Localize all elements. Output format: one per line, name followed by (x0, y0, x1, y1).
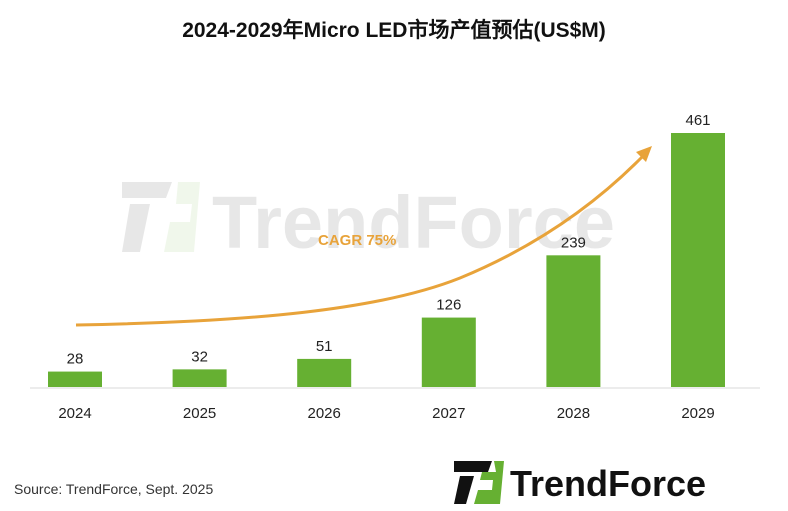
logo-text: TrendForce (510, 463, 706, 504)
watermark-text: TrendForce (212, 181, 615, 264)
x-tick-label: 2026 (308, 405, 341, 422)
cagr-arrow (75, 153, 646, 327)
source-note: Source: TrendForce, Sept. 2025 (14, 481, 214, 497)
cagr-label: CAGR 75% (318, 232, 396, 249)
x-tick-label: 2025 (183, 405, 216, 422)
x-tick-label: 2024 (58, 405, 91, 422)
x-tick-label: 2028 (557, 405, 590, 422)
data-label: 51 (316, 338, 333, 355)
data-label: 32 (191, 348, 208, 365)
bar-2024 (48, 371, 102, 387)
data-label: 126 (436, 297, 461, 314)
watermark: TrendForce (122, 181, 615, 264)
x-tick-label: 2029 (681, 405, 714, 422)
bar-2028 (546, 255, 601, 387)
data-label: 239 (561, 234, 586, 251)
x-tick-label: 2027 (432, 405, 465, 422)
bar-2029 (671, 133, 725, 387)
data-label: 461 (685, 112, 710, 129)
trendforce-logo: TrendForce (454, 461, 706, 504)
bar-2026 (297, 358, 352, 387)
data-label: 28 (67, 351, 84, 368)
arrow-head-icon (636, 146, 652, 162)
bar-2025 (172, 369, 227, 387)
chart-title: 2024-2029年Micro LED市场产值预估(US$M) (182, 19, 606, 42)
bar-2027 (421, 317, 476, 387)
